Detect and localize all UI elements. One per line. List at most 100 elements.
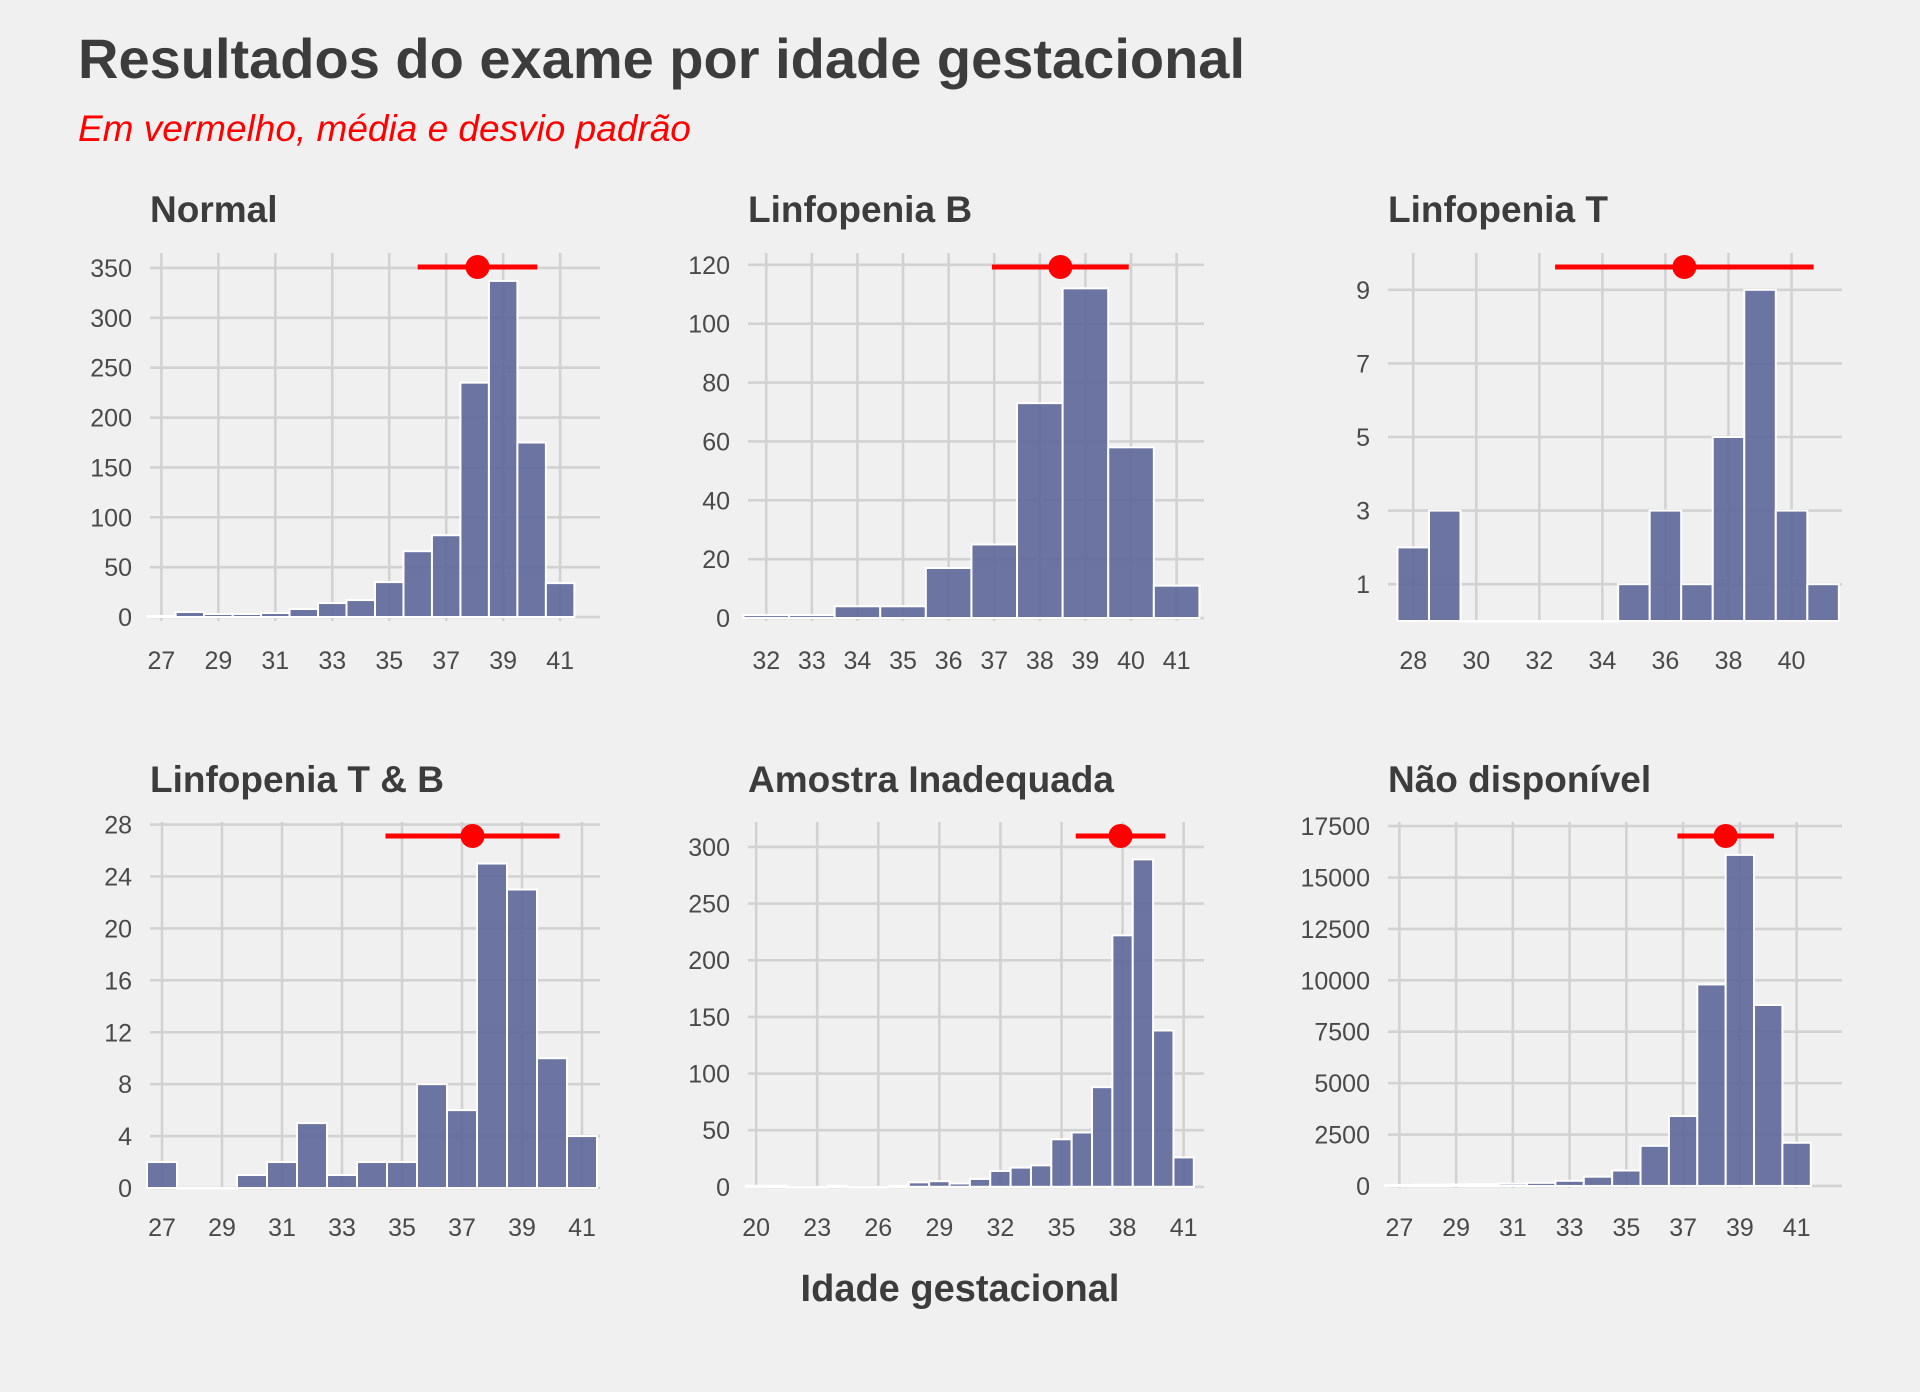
bar: [1009, 1166, 1032, 1188]
y-tick-label: 250: [90, 355, 132, 383]
bar: [1152, 584, 1201, 620]
x-tick-label: 20: [742, 1214, 770, 1242]
mean-point: [1048, 255, 1073, 279]
x-tick-label: 36: [1652, 647, 1680, 675]
x-tick-label: 35: [1048, 1214, 1076, 1242]
bar: [386, 1161, 418, 1190]
y-tick-label: 9: [1356, 277, 1370, 305]
x-tick-label: 34: [844, 647, 872, 675]
bar: [1711, 436, 1746, 622]
x-tick-label: 32: [1525, 647, 1553, 675]
bar: [1091, 1086, 1114, 1188]
y-tick-label: 100: [688, 311, 730, 339]
bar: [1131, 858, 1155, 1188]
y-tick-label: 120: [688, 252, 730, 280]
y-tick-label: 300: [90, 305, 132, 333]
x-tick-label: 35: [889, 647, 917, 675]
y-tick-label: 4: [118, 1123, 132, 1151]
bar: [236, 1174, 268, 1189]
y-tick-label: 24: [104, 864, 132, 892]
bar: [1016, 402, 1064, 620]
y-tick-label: 150: [90, 454, 132, 482]
bar: [1753, 1004, 1784, 1187]
x-tick-label: 38: [1109, 1214, 1137, 1242]
x-tick-label: 27: [148, 1214, 176, 1242]
y-tick-label: 10000: [1300, 967, 1370, 995]
x-tick-label: 29: [208, 1214, 236, 1242]
mean-point: [465, 255, 490, 279]
chart-title: Resultados do exame por idade gestaciona…: [78, 27, 1246, 90]
bar: [288, 608, 320, 619]
y-tick-label: 7: [1356, 350, 1370, 378]
x-tick-label: 31: [268, 1214, 296, 1242]
x-tick-label: 38: [1026, 647, 1054, 675]
bar: [402, 550, 433, 619]
bar: [416, 1083, 448, 1189]
x-tick-label: 41: [546, 647, 574, 675]
y-tick-label: 0: [716, 1174, 730, 1202]
bar: [1582, 1175, 1614, 1187]
y-tick-label: 1: [1356, 571, 1370, 599]
facet-title: Linfopenia T & B: [150, 759, 444, 800]
x-tick-label: 37: [432, 647, 460, 675]
x-tick-label: 31: [1499, 1214, 1527, 1242]
x-tick-label: 40: [1778, 647, 1806, 675]
y-tick-label: 0: [716, 605, 730, 633]
x-tick-label: 33: [318, 647, 346, 675]
bar: [487, 279, 519, 619]
x-tick-label: 37: [1669, 1214, 1697, 1242]
x-tick-label: 29: [204, 647, 232, 675]
bar: [266, 1161, 298, 1190]
mean-point: [460, 824, 485, 848]
bar: [296, 1122, 328, 1189]
y-tick-label: 7500: [1314, 1019, 1370, 1047]
x-tick-label: 38: [1715, 647, 1743, 675]
bar: [345, 599, 376, 619]
bar: [446, 1109, 478, 1190]
x-tick-label: 32: [752, 647, 780, 675]
bar: [326, 1174, 358, 1189]
y-tick-label: 50: [702, 1117, 730, 1145]
bar: [1107, 446, 1155, 620]
y-tick-label: 17500: [1300, 813, 1370, 841]
y-tick-label: 8: [118, 1071, 132, 1099]
y-tick-label: 12500: [1300, 916, 1370, 944]
x-tick-label: 39: [489, 647, 517, 675]
y-tick-label: 300: [688, 834, 730, 862]
x-tick-label: 41: [1170, 1214, 1198, 1242]
bar: [1111, 934, 1134, 1188]
x-tick-label: 35: [375, 647, 403, 675]
bar: [566, 1135, 598, 1189]
bar: [506, 888, 538, 1190]
y-tick-label: 250: [688, 891, 730, 919]
bar: [1396, 546, 1430, 623]
bar: [516, 441, 547, 619]
facet-title: Linfopenia B: [748, 189, 972, 230]
facet-title: Normal: [150, 189, 277, 230]
bar: [1680, 583, 1714, 623]
mean-point: [1108, 824, 1133, 848]
mean-point: [1713, 824, 1738, 848]
bar: [356, 1161, 388, 1190]
bar: [1639, 1144, 1670, 1187]
x-tick-label: 31: [261, 647, 289, 675]
y-tick-label: 60: [702, 428, 730, 456]
facet-4: Linfopenia T & B 0 4 8 12 16 20 24 28 27 29 31 33 35 3…: [104, 759, 600, 1242]
x-tick-label: 37: [980, 647, 1008, 675]
y-tick-label: 0: [118, 1175, 132, 1203]
bar: [544, 582, 576, 619]
facet-3: Linfopenia T 1 3 5 7 9 28 30 32 34 36 38 40: [1356, 189, 1842, 675]
bar: [970, 543, 1019, 620]
x-tick-label: 35: [388, 1214, 416, 1242]
x-tick-label: 36: [935, 647, 963, 675]
bar: [1724, 853, 1756, 1187]
y-tick-label: 200: [90, 405, 132, 433]
y-tick-label: 15000: [1300, 865, 1370, 893]
x-tick-label: 39: [508, 1214, 536, 1242]
bar: [1617, 583, 1651, 623]
bar: [1781, 1141, 1812, 1187]
bar: [317, 602, 348, 619]
bar: [1029, 1164, 1053, 1188]
x-tick-label: 41: [568, 1214, 596, 1242]
x-tick-label: 39: [1072, 647, 1100, 675]
